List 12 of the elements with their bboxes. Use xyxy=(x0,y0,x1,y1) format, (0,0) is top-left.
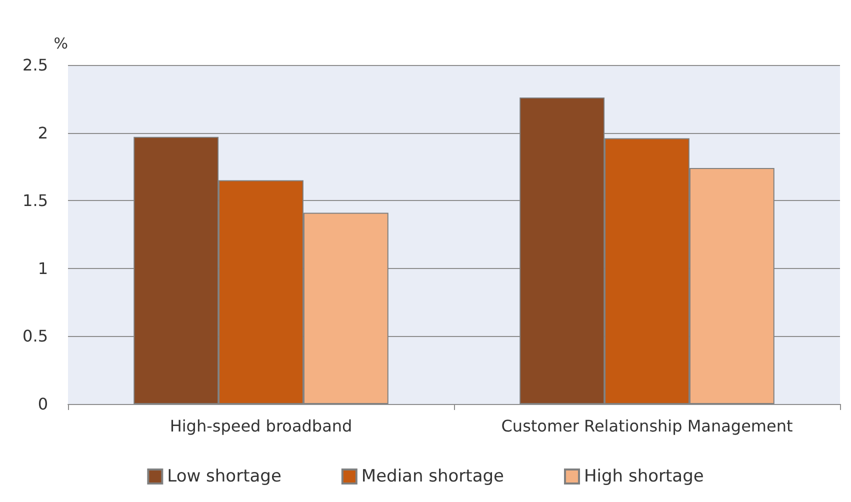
legend-label: Median shortage xyxy=(361,466,504,486)
x-tick-label: High-speed broadband xyxy=(170,416,352,436)
y-tick-label: 1 xyxy=(38,258,48,278)
y-tick-label: 0 xyxy=(38,394,48,414)
legend-label: Low shortage xyxy=(167,466,282,486)
y-tick-label: 2.5 xyxy=(22,56,48,74)
y-tick-label: 1.5 xyxy=(22,191,48,210)
x-tick-label: Customer Relationship Management xyxy=(501,416,793,436)
y-tick-label: 0.5 xyxy=(22,326,48,346)
y-axis-title: % xyxy=(54,34,68,52)
legend-label: High shortage xyxy=(584,466,704,486)
y-tick-label: 2 xyxy=(38,123,48,142)
